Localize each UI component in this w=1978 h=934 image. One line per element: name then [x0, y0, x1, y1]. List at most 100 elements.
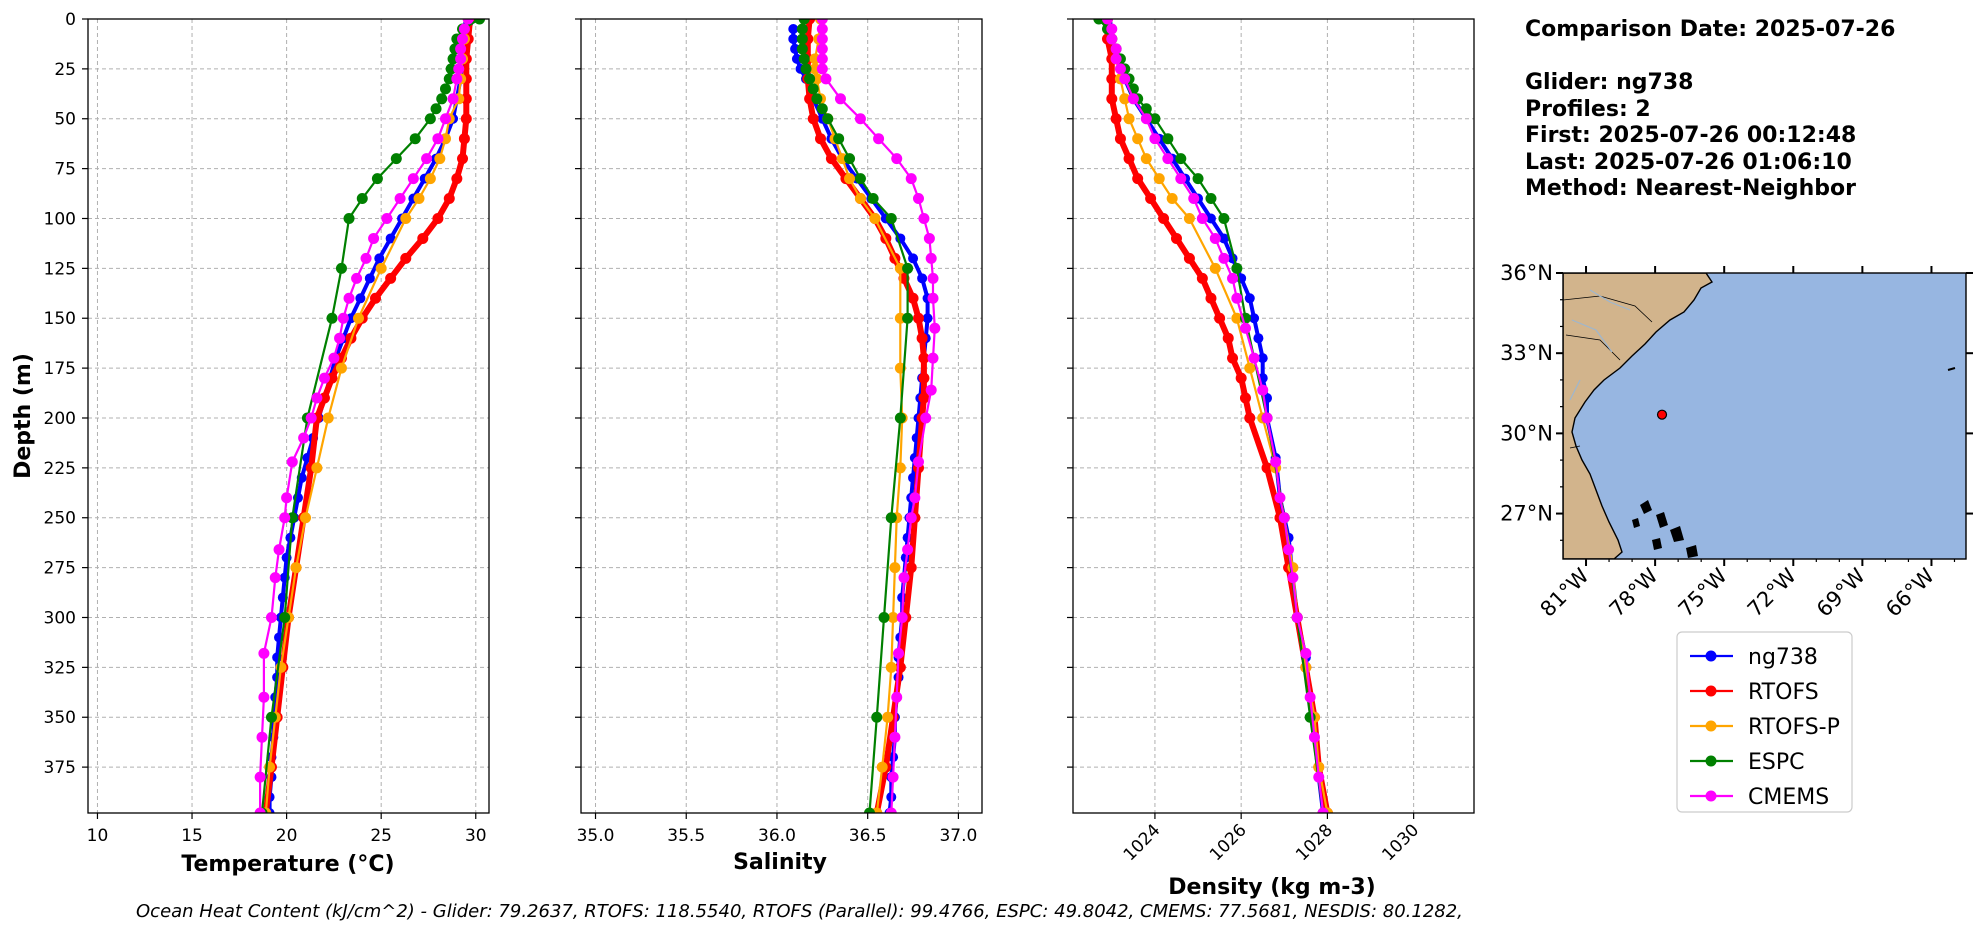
density-tick-label: 1024	[1120, 820, 1165, 865]
salinity-data-point-cmems	[887, 771, 899, 783]
salinity-data-point-espc	[894, 412, 906, 424]
depth-tick-label: 150	[44, 309, 76, 329]
salinity-data-point-cmems	[925, 384, 937, 396]
salinity-data-point-cmems	[927, 352, 939, 364]
salinity-data-point-cmems	[896, 611, 908, 623]
temperature-data-point-cmems	[451, 73, 463, 85]
salinity-data-point-espc	[844, 153, 856, 165]
salinity-panel: 35.0 35.5 36.0 36.5 37.0 Salinity	[575, 18, 983, 875]
map-state-border-sc	[1565, 334, 1621, 361]
salinity-data-point-espc	[798, 19, 810, 25]
density-data-point-cmems	[1188, 193, 1200, 205]
temperature-data-point-cmems	[407, 173, 419, 185]
depth-tick-label: 325	[44, 658, 76, 678]
density-data-point-rtofs	[1106, 93, 1118, 105]
salinity-data-point-cmems	[905, 173, 917, 185]
density-data-point-rtofs	[1110, 113, 1122, 125]
salinity-data-point-espc	[902, 312, 914, 324]
temperature-data-point-rtofs-p	[434, 153, 446, 165]
temperature-data-point-cmems	[298, 432, 310, 444]
density-data-point-cmems	[1175, 173, 1187, 185]
density-data-point-cmems	[1196, 212, 1208, 224]
salinity-data-point-rtofs	[916, 332, 928, 344]
density-data-point-cmems	[1291, 611, 1303, 623]
temperature-data-point-rtofs-p	[439, 133, 451, 145]
salinity-data-point-espc	[807, 83, 819, 95]
density-data-point-rtofs	[1222, 332, 1234, 344]
depth-tick-label: 100	[44, 209, 76, 229]
glider-location-marker	[1656, 409, 1668, 420]
salinity-data-point-espc	[871, 711, 883, 723]
salinity-data-point-cmems	[905, 512, 917, 524]
map-lat-label: 27°N	[1500, 502, 1553, 526]
temperature-data-point-rtofs	[460, 93, 472, 105]
temperature-tick-label: 20	[276, 826, 298, 846]
density-data-point-rtofs-p	[1123, 113, 1135, 125]
temperature-data-point-cmems	[457, 33, 469, 45]
density-data-point-rtofs	[1261, 462, 1273, 474]
density-data-point-cmems	[1287, 572, 1299, 584]
depth-tick-label: 225	[44, 459, 76, 479]
temperature-data-point-cmems	[394, 193, 406, 205]
info-block: Comparison Date: 2025-07-26 Glider: ng73…	[1525, 17, 1895, 201]
density-data-point-espc	[1149, 113, 1161, 125]
salinity-data-point-ng738	[917, 273, 928, 284]
temperature-data-point-espc	[371, 173, 383, 185]
temperature-xlabel: Temperature (°C)	[181, 852, 394, 877]
temperature-data-point-rtofs-p	[413, 193, 425, 205]
temperature-data-point-cmems	[337, 312, 349, 324]
density-data-point-rtofs-p	[1209, 262, 1221, 274]
density-data-point-cmems	[1248, 352, 1260, 364]
density-data-point-rtofs	[1205, 292, 1217, 304]
density-data-point-cmems	[1110, 43, 1122, 55]
density-data-point-rtofs	[1227, 352, 1239, 364]
salinity-data-point-ng738	[908, 253, 919, 264]
salinity-data-point-rtofs	[918, 352, 930, 364]
salinity-tick-label: 36.5	[849, 826, 887, 846]
density-data-point-cmems	[1106, 33, 1118, 45]
depth-tick-label: 200	[44, 409, 76, 429]
temperature-tick-label: 15	[181, 826, 203, 846]
legend: ng738 RTOFS RTOFS-P ESPC CMEMS	[1676, 631, 1853, 813]
temperature-data-point-cmems	[360, 252, 372, 264]
salinity-data-point-cmems	[816, 33, 828, 45]
temperature-data-point-espc	[335, 262, 347, 274]
temperature-data-point-rtofs	[458, 133, 470, 145]
temperature-data-point-rtofs	[443, 193, 455, 205]
salinity-data-point-cmems	[816, 53, 828, 65]
density-data-point-cmems	[1110, 53, 1122, 65]
map-state-border-nc	[1563, 295, 1653, 323]
map-lon-label: 66°W	[1881, 563, 1939, 621]
temperature-data-point-espc	[356, 193, 368, 205]
temperature-data-point-rtofs-p	[311, 462, 323, 474]
salinity-data-point-cmems	[891, 691, 903, 703]
temperature-data-point-espc	[265, 711, 277, 723]
density-data-point-ng738	[1244, 293, 1255, 304]
density-data-point-rtofs	[1170, 232, 1182, 244]
temperature-data-point-rtofs	[400, 252, 412, 264]
density-data-point-espc	[1205, 193, 1217, 205]
salinity-data-point-cmems	[816, 43, 828, 55]
temperature-data-point-cmems	[256, 731, 268, 743]
legend-marker-cmems	[1705, 790, 1717, 802]
density-data-point-espc	[1231, 262, 1243, 274]
salinity-data-point-rtofs	[912, 312, 924, 324]
salinity-data-point-rtofs	[807, 113, 819, 125]
density-data-point-espc	[1304, 711, 1316, 723]
temperature-data-point-cmems	[462, 19, 474, 25]
density-data-point-ng738	[1253, 333, 1264, 344]
map-lon-label: 69°W	[1812, 563, 1870, 621]
salinity-data-point-rtofs	[918, 372, 930, 384]
salinity-data-point-espc	[864, 807, 876, 813]
temperature-data-point-ng738	[374, 253, 385, 264]
profiles-text: Profiles: 2	[1525, 97, 1651, 122]
temperature-data-point-rtofs	[460, 113, 472, 125]
temperature-data-point-cmems	[281, 492, 293, 504]
salinity-tick-label: 35.5	[667, 826, 705, 846]
map-lon-label: 75°W	[1674, 563, 1732, 621]
density-data-point-rtofs-p	[1166, 193, 1178, 205]
temperature-data-point-rtofs-p	[424, 173, 436, 185]
salinity-data-point-cmems	[854, 113, 866, 125]
density-data-point-rtofs-p	[1119, 93, 1131, 105]
temperature-data-point-cmems	[453, 63, 465, 75]
